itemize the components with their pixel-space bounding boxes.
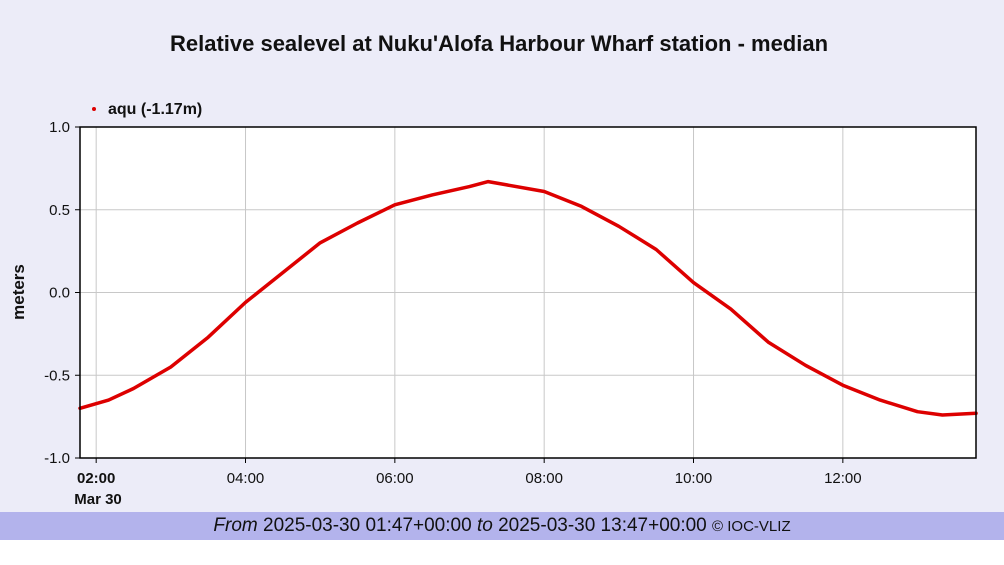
legend: aqu (-1.17m) (92, 101, 202, 118)
chart-title: Relative sealevel at Nuku'Alofa Harbour … (170, 31, 828, 56)
y-tick-label: -0.5 (44, 367, 70, 384)
x-tick-label: 06:00 (376, 470, 414, 487)
footer-start: 2025-03-30 01:47+00:00 (263, 515, 472, 536)
y-axis: 1.0 0.5 0.0 -0.5 -1.0 (44, 119, 80, 467)
plot-frame (79, 126, 977, 459)
y-axis-label: meters (9, 264, 28, 320)
x-date-label: Mar 30 (74, 491, 122, 508)
x-tick-label: 04:00 (227, 470, 265, 487)
footer-end: 2025-03-30 13:47+00:00 (498, 515, 707, 536)
x-tick-label: 12:00 (824, 470, 862, 487)
x-tick-label: 10:00 (675, 470, 713, 487)
legend-label: aqu (-1.17m) (108, 101, 202, 118)
y-tick-label: 1.0 (49, 119, 70, 136)
x-tick-label: 02:00 (77, 470, 115, 487)
sealevel-chart: Relative sealevel at Nuku'Alofa Harbour … (9, 31, 978, 508)
series-group (78, 179, 978, 417)
series-line (78, 179, 978, 417)
y-tick-label: 0.0 (49, 285, 70, 302)
footer-from: From (213, 515, 258, 536)
footer-credit: © IOC-VLIZ (712, 518, 791, 535)
footer-to: to (476, 515, 493, 536)
x-tick-label: 08:00 (525, 470, 563, 487)
y-tick-label: 0.5 (49, 202, 70, 219)
y-tick-label: -1.0 (44, 450, 70, 467)
x-axis: 02:00 04:00 06:00 08:00 10:00 12:00 (77, 458, 862, 487)
time-range-footer: From 2025-03-30 01:47+00:00 to 2025-03-3… (0, 512, 1004, 540)
legend-marker (92, 107, 96, 111)
